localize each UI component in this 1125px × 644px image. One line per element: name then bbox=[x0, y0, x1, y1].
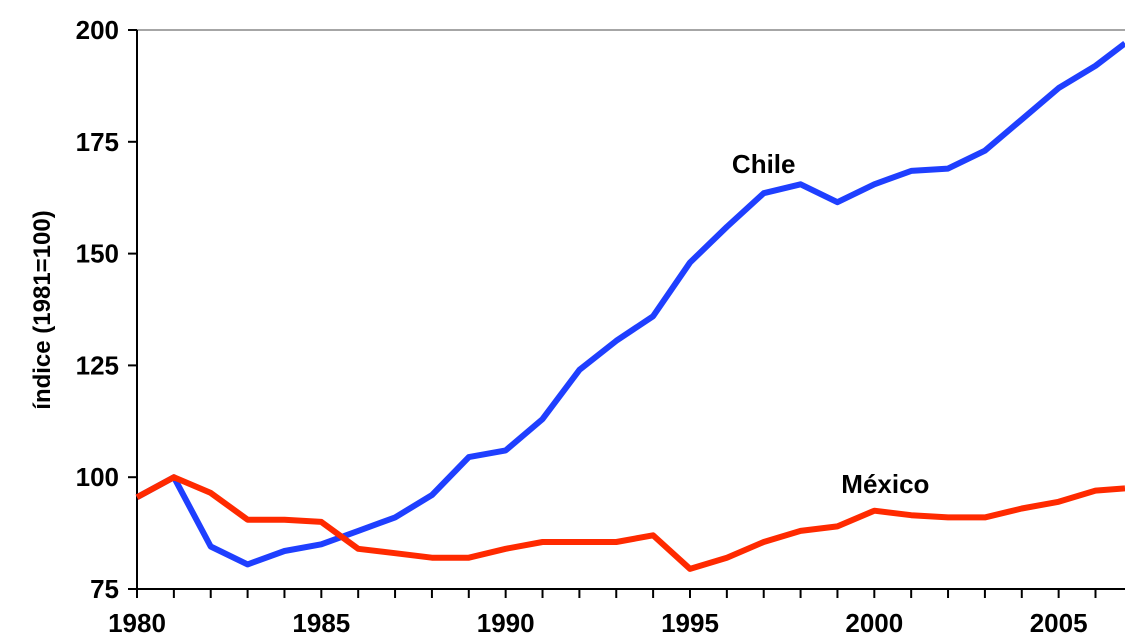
series-annotation: Chile bbox=[732, 149, 796, 179]
series-lines bbox=[135, 41, 1125, 572]
x-tick-label: 1980 bbox=[108, 608, 166, 638]
x-tick-label: 2005 bbox=[1030, 608, 1088, 638]
series-line-chile bbox=[135, 41, 1125, 568]
x-tick-label: 1985 bbox=[292, 608, 350, 638]
y-tick-label: 175 bbox=[76, 127, 119, 157]
y-axis-title: índice (1981=100) bbox=[29, 210, 56, 409]
x-tick-label: 1990 bbox=[477, 608, 535, 638]
y-tick-label: 200 bbox=[76, 15, 119, 45]
x-tick-label: 1995 bbox=[661, 608, 719, 638]
y-tick-label: 125 bbox=[76, 350, 119, 380]
y-tick-label: 150 bbox=[76, 239, 119, 269]
y-tick-label: 100 bbox=[76, 462, 119, 492]
series-line-mexico bbox=[135, 474, 1125, 572]
labels: 75 100 125 150 175 200 1980 1985 1990 1995 2000 200… bbox=[76, 15, 1088, 638]
x-tick-label: 2000 bbox=[845, 608, 903, 638]
axes bbox=[128, 29, 1125, 598]
y-tick-label: 75 bbox=[90, 574, 119, 604]
series-annotation: México bbox=[841, 469, 929, 499]
